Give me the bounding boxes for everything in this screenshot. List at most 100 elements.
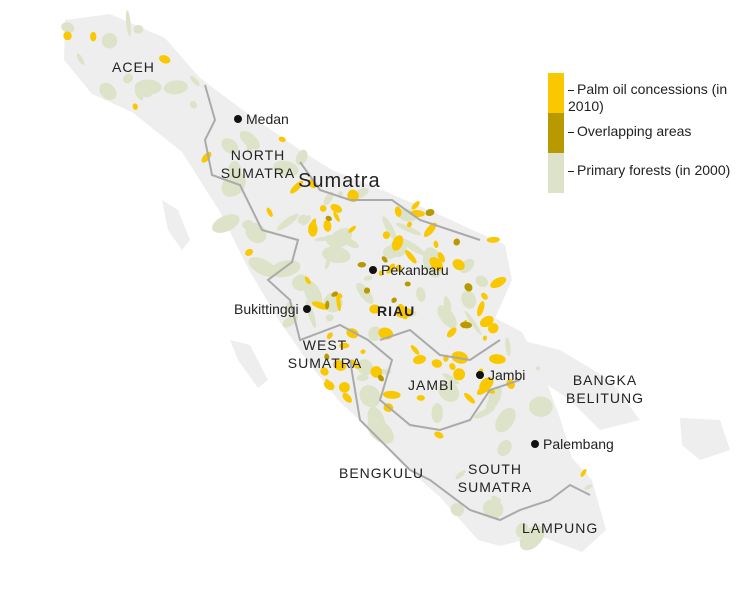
overlap-patch — [331, 291, 339, 297]
city-bukittinggi: Bukittinggi — [234, 301, 311, 317]
palm-oil-patch — [330, 204, 343, 213]
overlap-patch — [357, 261, 367, 268]
palm-oil-patch — [319, 205, 327, 212]
overlap-patch — [363, 287, 371, 294]
palm-oil-patch — [369, 304, 381, 314]
palm-oil-patch — [489, 354, 506, 365]
forest-patch — [437, 305, 457, 329]
palm-oil-patch — [386, 263, 396, 274]
overlap-patch — [464, 283, 473, 292]
palm-oil-patch — [423, 222, 437, 238]
palm-oil-patch — [429, 257, 443, 271]
forest-patch — [221, 172, 246, 197]
palm-oil-patch — [360, 349, 366, 355]
forest-patch — [367, 406, 386, 436]
forest-patch — [382, 216, 397, 241]
forest-patch — [338, 191, 343, 196]
forest-patch — [464, 310, 482, 336]
palm-oil-patch — [132, 103, 138, 110]
forest-patch — [359, 385, 381, 408]
palm-oil-patch — [453, 368, 466, 381]
forest-patch — [61, 22, 75, 33]
city-dot-icon — [234, 115, 242, 123]
forest-patch — [325, 314, 334, 322]
forest-patch — [122, 73, 133, 84]
forest-patch — [303, 280, 323, 308]
palm-oil-patch — [342, 392, 352, 403]
palm-oil-patch — [477, 301, 485, 317]
legend-label-overlap: Overlapping areas — [568, 123, 691, 140]
forest-patch — [515, 522, 529, 538]
forest-patch — [277, 213, 299, 231]
palm-oil-patch — [431, 359, 443, 368]
forest-patch — [535, 366, 540, 371]
forest-patch — [461, 290, 477, 309]
city-dot-icon — [369, 266, 377, 274]
palm-oil-patch — [481, 292, 488, 300]
palm-oil-patch — [382, 390, 401, 399]
forest-patch — [438, 381, 460, 402]
forest-patch — [505, 337, 511, 357]
palm-oil-patch — [391, 235, 404, 251]
forest-patch — [133, 24, 144, 34]
city-medan: Medan — [234, 111, 289, 127]
forest-patch — [323, 191, 334, 206]
nias-island — [162, 200, 190, 250]
province-label-west-sumatra: WEST SUMATRA — [287, 337, 363, 371]
province-label-south-sumatra: SOUTH SUMATRA — [457, 461, 533, 495]
forest-patch — [189, 101, 198, 109]
palm-oil-patch — [290, 180, 304, 194]
belitung-island — [680, 418, 730, 460]
forest-patch — [221, 138, 239, 154]
palm-oil-patch — [405, 250, 417, 264]
palm-oil-patch — [266, 207, 273, 217]
forest-patch — [138, 84, 153, 98]
palm-oil-patch — [278, 136, 286, 143]
palm-oil-patch — [350, 359, 360, 370]
overlap-patch — [404, 281, 411, 287]
province-label-bangka-belitung: BANGKA BELITUNG — [565, 372, 644, 406]
legend-label-forest: Primary forests (in 2000) — [568, 162, 730, 179]
overlap-patch — [460, 321, 472, 329]
legend-label-palm-oil: Palm oil concessions (in 2010) — [568, 81, 748, 115]
forest-patch — [450, 503, 464, 517]
forest-patch — [228, 160, 242, 183]
palm-oil-patch — [245, 248, 254, 256]
palm-oil-patch — [407, 221, 413, 228]
city-palembang: Palembang — [531, 436, 614, 452]
forest-patch — [125, 10, 131, 37]
palm-oil-patch — [320, 367, 329, 376]
city-dot-icon — [302, 305, 311, 313]
forest-patch — [356, 282, 374, 304]
palm-oil-patch — [446, 327, 457, 338]
forest-patch — [356, 374, 369, 382]
palm-oil-patch — [488, 323, 499, 334]
palm-oil-patch — [479, 377, 494, 391]
palm-oil-patch — [312, 301, 329, 310]
city-dot-icon — [476, 371, 484, 379]
forest-patch — [475, 275, 489, 287]
siberut-island — [230, 340, 268, 388]
overlap-patch — [324, 353, 330, 361]
forest-patch — [442, 373, 459, 385]
forest-patch — [274, 164, 284, 173]
palm-oil-patch — [394, 206, 402, 217]
palm-oil-patch — [333, 211, 340, 222]
forest-patch — [395, 222, 422, 236]
province-border — [379, 328, 501, 362]
palm-oil-patch — [416, 395, 425, 401]
province-label-north-sumatra: NORTH SUMATRA — [220, 147, 296, 181]
overlap-patch — [425, 208, 435, 217]
province-label-lampung: LAMPUNG — [522, 520, 599, 536]
palm-oil-patch — [413, 355, 426, 365]
forest-patch — [328, 227, 353, 249]
forest-patch — [212, 214, 240, 233]
palm-oil-patch — [449, 363, 456, 370]
forest-patch — [357, 359, 374, 376]
palm-oil-patch — [308, 221, 318, 237]
forest-patch — [497, 440, 512, 457]
city-label: Medan — [246, 111, 289, 127]
palm-oil-patch — [434, 431, 444, 439]
